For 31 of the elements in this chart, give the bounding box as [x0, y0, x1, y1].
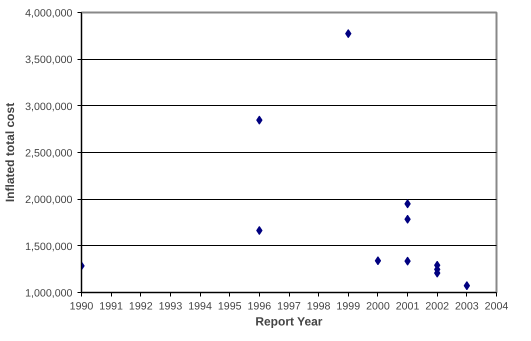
x-tick-label: 1999: [336, 300, 360, 312]
point: [256, 116, 263, 125]
x-tick-label: 2004: [484, 300, 508, 312]
x-tick-label: 1992: [128, 300, 153, 312]
y-tick-label: 1,500,000: [25, 240, 73, 253]
x-tick-label: 1993: [158, 300, 182, 312]
point: [374, 256, 382, 266]
x-tick-label: 1997: [277, 300, 301, 312]
point: [404, 256, 411, 266]
x-tick-label: 2003: [455, 300, 479, 312]
x-tick-label: 1996: [248, 300, 272, 312]
x-tick-label: 1991: [99, 300, 124, 312]
y-tick-label: 1,000,000: [25, 288, 73, 300]
y-tick-label: 2,000,000: [25, 194, 73, 206]
x-axis-title: Report Year: [255, 314, 323, 328]
x-tick-label: 2001: [396, 300, 420, 312]
y-tick-label: 4,000,000: [25, 8, 73, 20]
x-tick-label: 2000: [366, 300, 390, 312]
y-tick-label: 3,500,000: [25, 54, 73, 66]
y-tick-label: 2,500,000: [25, 148, 73, 160]
point: [464, 281, 470, 290]
y-axis-title: Inflated total cost: [3, 102, 18, 202]
x-tick-label: 1995: [218, 300, 242, 312]
point: [404, 199, 411, 208]
x-tick-label: 1994: [188, 300, 212, 312]
x-tick-label: 1998: [306, 300, 331, 312]
point: [404, 214, 411, 224]
x-tick-label: 2002: [425, 300, 450, 312]
y-tick-label: 3,000,000: [25, 100, 73, 113]
x-tick-label: 1990: [70, 300, 94, 312]
point: [256, 226, 263, 236]
